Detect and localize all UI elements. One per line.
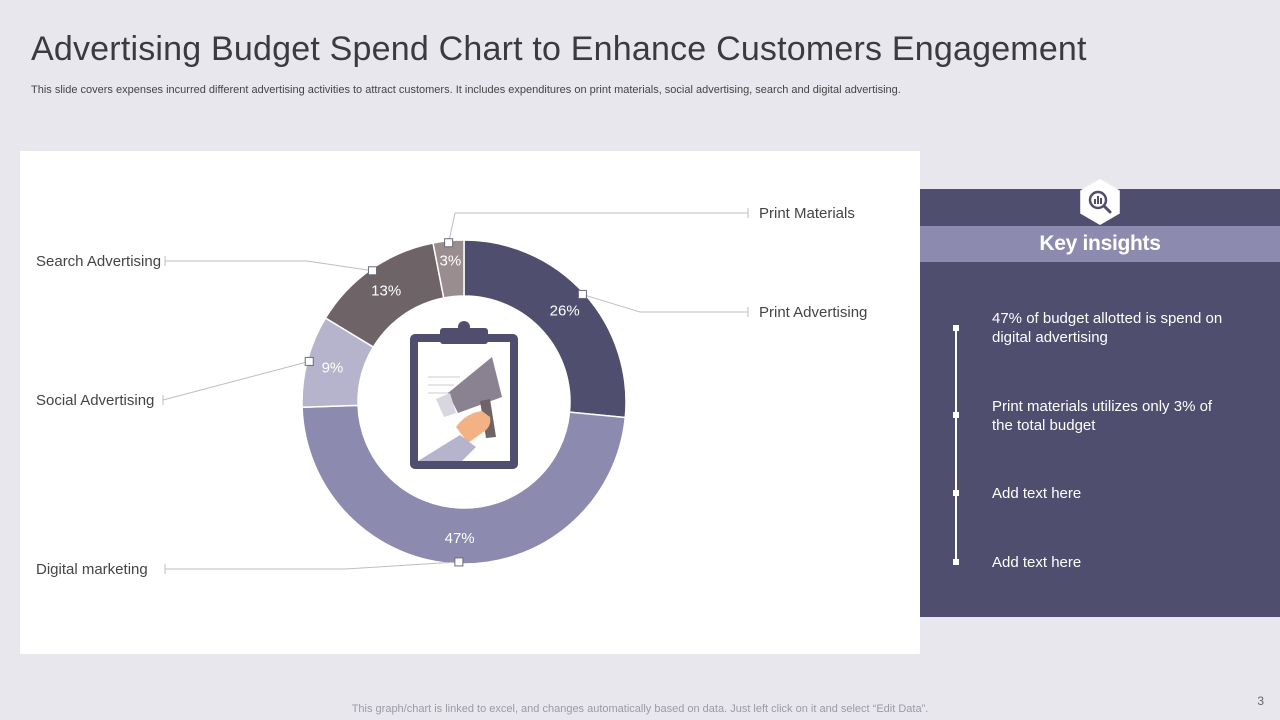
timeline-dot: [953, 490, 959, 496]
category-label-print-materials: Print Materials: [759, 205, 855, 222]
data-label-social-advertising: 9%: [322, 360, 344, 377]
clipboard-megaphone-icon: [410, 321, 518, 469]
chart-card: 26% 47% 9% 13% 3% Print Advertising Digital m…: [20, 151, 920, 654]
page-subtitle: This slide covers expenses incurred diff…: [31, 84, 901, 96]
data-label-print-advertising: 26%: [550, 303, 580, 320]
slice-print-advertising: [463, 239, 627, 419]
callout-marker: [454, 557, 464, 567]
insight-item: Add text here: [992, 485, 1082, 502]
slice-print-materials: [432, 239, 465, 299]
callout-marker: [304, 356, 314, 366]
key-insights-panel: Key insights 47% of budget allotted is s…: [920, 179, 1280, 617]
category-label-digital-marketing: Digital marketing: [36, 561, 148, 578]
page-number: 3: [1257, 694, 1264, 708]
key-insights-header: [920, 226, 1280, 262]
insight-item: 47% of budget allotted is spend on digit…: [992, 310, 1223, 346]
key-insights-title: Key insights: [1039, 232, 1161, 255]
data-label-search-advertising: 13%: [371, 282, 401, 299]
callout-line: [448, 212, 748, 243]
footer-note: This graph/chart is linked to excel, and…: [351, 703, 929, 715]
data-label-digital-marketing: 47%: [445, 530, 475, 547]
slice-digital-marketing: [301, 404, 627, 565]
insight-item: Add text here: [992, 554, 1082, 571]
insights-timeline: [955, 329, 957, 562]
callout-marker: [577, 289, 587, 299]
callout-marker: [444, 238, 454, 248]
page-title: Advertising Budget Spend Chart to Enhanc…: [31, 30, 1087, 68]
callout-marker: [367, 266, 377, 276]
timeline-dot: [953, 412, 959, 418]
category-label-print-advertising: Print Advertising: [759, 304, 867, 321]
data-label-print-materials: 3%: [440, 253, 462, 270]
donut-chart: 26% 47% 9% 13% 3% Print Advertising Digital m…: [36, 205, 867, 578]
timeline-dot: [953, 559, 959, 565]
callout-line: [165, 260, 373, 272]
timeline-dot: [953, 325, 959, 331]
callout-line: [582, 293, 748, 313]
category-label-social-advertising: Social Advertising: [36, 392, 154, 409]
magnifier-chart-icon: [1080, 179, 1120, 225]
category-label-search-advertising: Search Advertising: [36, 253, 161, 270]
insight-item: Print materials utilizes only 3% of the …: [992, 398, 1213, 434]
callout-line: [165, 561, 459, 570]
callout-line: [162, 360, 310, 401]
